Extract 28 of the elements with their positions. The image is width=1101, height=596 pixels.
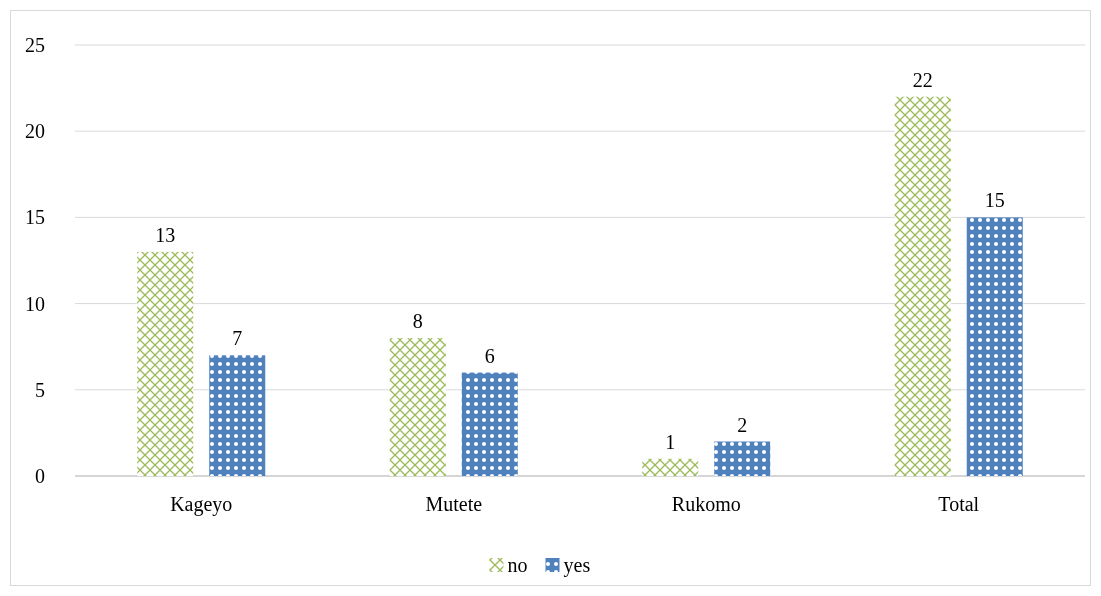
x-tick-label: Total bbox=[938, 493, 980, 515]
bar bbox=[642, 458, 699, 476]
bar bbox=[137, 251, 194, 476]
y-tick-label: 25 bbox=[25, 34, 45, 56]
data-label: 13 bbox=[155, 223, 176, 246]
data-label: 6 bbox=[484, 344, 495, 367]
bar bbox=[966, 217, 1023, 476]
legend-label: yes bbox=[563, 554, 591, 577]
bar bbox=[461, 372, 518, 476]
y-tick-label: 5 bbox=[35, 378, 45, 401]
x-tick-label: Kageyo bbox=[170, 493, 233, 516]
bar bbox=[389, 338, 446, 476]
y-tick-label: 20 bbox=[25, 120, 45, 143]
bar bbox=[894, 96, 951, 476]
x-tick-label: Mutete bbox=[425, 493, 483, 515]
y-tick-label: 15 bbox=[25, 206, 45, 229]
legend-label: no bbox=[507, 554, 528, 576]
bar bbox=[714, 441, 771, 476]
data-label: 2 bbox=[737, 413, 748, 436]
data-label: 8 bbox=[412, 310, 423, 333]
data-label: 15 bbox=[984, 189, 1005, 212]
bar bbox=[209, 355, 266, 476]
data-label: 7 bbox=[232, 327, 243, 350]
data-label: 22 bbox=[912, 68, 933, 91]
x-tick-label: Rukomo bbox=[671, 493, 741, 515]
y-tick-label: 10 bbox=[25, 292, 45, 315]
data-label: 1 bbox=[665, 430, 676, 453]
y-tick-label: 0 bbox=[35, 465, 45, 487]
